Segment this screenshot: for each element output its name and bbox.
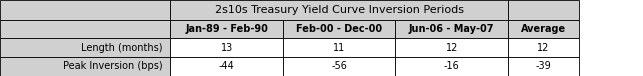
Bar — [170, 0, 508, 20]
Bar — [395, 20, 508, 38]
Bar — [283, 57, 395, 76]
Text: Peak Inversion (bps): Peak Inversion (bps) — [63, 61, 163, 71]
Bar — [508, 20, 579, 38]
Text: -56: -56 — [331, 61, 347, 71]
Bar — [170, 20, 283, 38]
Bar — [508, 38, 579, 57]
Text: Average: Average — [521, 24, 566, 34]
Text: 13: 13 — [221, 43, 233, 53]
Bar — [170, 38, 283, 57]
Bar — [0, 57, 170, 76]
Text: 2s10s Treasury Yield Curve Inversion Periods: 2s10s Treasury Yield Curve Inversion Per… — [215, 5, 464, 15]
Bar — [283, 20, 395, 38]
Text: Feb-00 - Dec-00: Feb-00 - Dec-00 — [296, 24, 382, 34]
Text: 12: 12 — [537, 43, 550, 53]
Bar — [283, 38, 395, 57]
Bar — [0, 0, 170, 20]
Text: -44: -44 — [219, 61, 235, 71]
Text: Jan-89 - Feb-90: Jan-89 - Feb-90 — [185, 24, 268, 34]
Bar — [0, 20, 170, 38]
Text: 11: 11 — [333, 43, 345, 53]
Bar — [395, 38, 508, 57]
Bar — [170, 57, 283, 76]
Text: Length (months): Length (months) — [81, 43, 163, 53]
Text: 12: 12 — [446, 43, 458, 53]
Bar — [0, 38, 170, 57]
Text: -39: -39 — [536, 61, 551, 71]
Bar — [508, 0, 579, 20]
Bar — [508, 57, 579, 76]
Text: -16: -16 — [444, 61, 460, 71]
Bar — [395, 57, 508, 76]
Text: Jun-06 - May-07: Jun-06 - May-07 — [409, 24, 494, 34]
